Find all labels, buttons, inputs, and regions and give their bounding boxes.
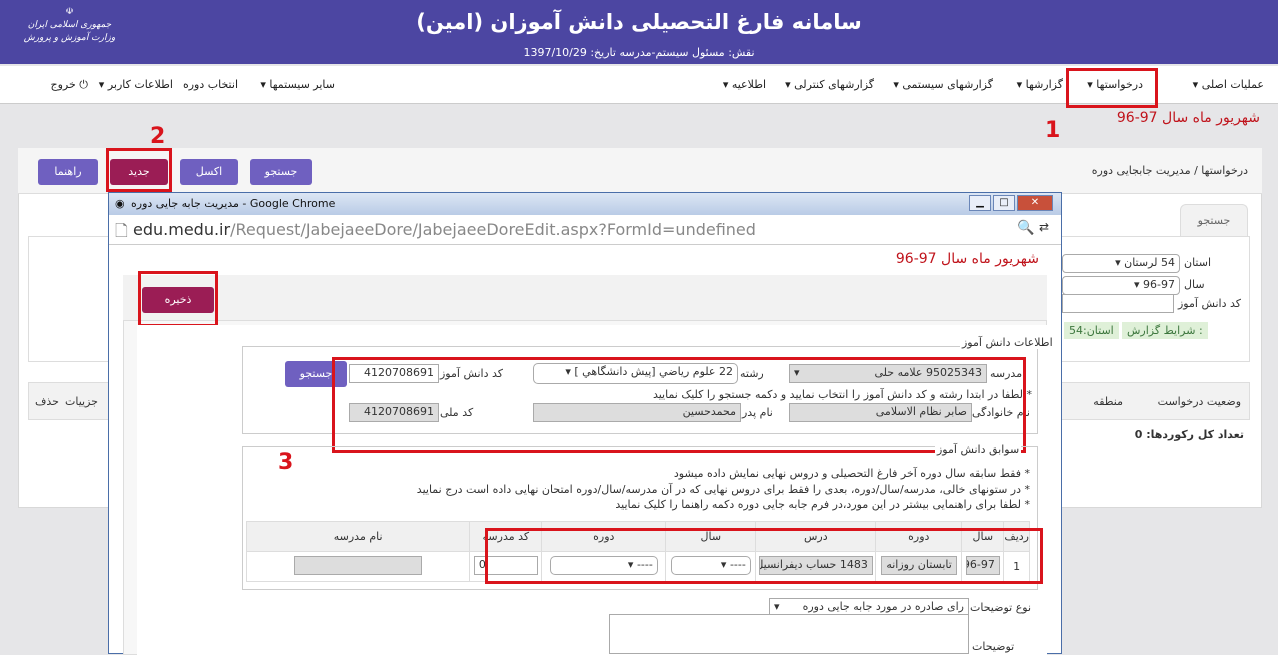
search-button[interactable]: جستجو	[250, 159, 312, 185]
major-label: رشته	[740, 367, 764, 380]
popup-titlebar[interactable]: ◉ مدیریت جابه جایی دوره - Google Chrome …	[109, 193, 1061, 215]
nav-reports[interactable]: گزارشها ▾	[1016, 78, 1063, 91]
student-hint: * لطفا در ابتدا رشته و کد دانش آموز را ا…	[652, 388, 1032, 401]
col-delete: حذف	[35, 395, 59, 408]
power-icon: ⏻	[79, 78, 88, 91]
history-fieldset	[242, 446, 1038, 590]
desc-type-select[interactable]: رای صادره در مورد جابه جایی دوره ▾	[769, 598, 969, 617]
table-header: ردیف سال دوره درس سال دوره کد مدرسه نام …	[245, 521, 1030, 552]
table-row: 1 96-97 تابستان روزانه 1483 حساب دیفرانس…	[245, 551, 1030, 582]
nav-user-info[interactable]: اطلاعات کاربر ▾	[98, 78, 173, 91]
breadcrumb: درخواستها / مدیریت جابجایی دوره	[1091, 164, 1248, 177]
student-info-fieldset	[242, 346, 1038, 434]
new-year-select[interactable]: ---- ▾	[670, 555, 751, 575]
col-status: وضعیت درخواست	[1157, 395, 1241, 408]
student-info-legend: اطلاعات دانش آموز	[960, 336, 1055, 349]
family-label: نام خانوادگی	[972, 406, 1030, 419]
highlight-1	[1066, 68, 1158, 108]
history-legend: سوابق دانش آموز	[935, 443, 1022, 456]
school-name-field	[294, 555, 423, 575]
desc-type-label: نوع توضیحات	[970, 601, 1032, 614]
province-select[interactable]: 54 لرستان ▾	[1062, 254, 1180, 273]
page-icon: 🗋	[115, 221, 128, 240]
nav-announcements[interactable]: اطلاعیه ▾	[722, 78, 766, 91]
province-label: استان	[1184, 256, 1212, 269]
history-table: ردیف سال دوره درس سال دوره کد مدرسه نام …	[245, 521, 1030, 582]
address-bar[interactable]: 🗋 edu.medu.ir/Request/JabejaeeDore/Jabej…	[109, 215, 1061, 245]
help-button[interactable]: راهنما	[38, 159, 98, 185]
annotation-2: 2	[150, 124, 166, 149]
annotation-1: 1	[1045, 118, 1061, 143]
nav-select-period[interactable]: انتخاب دوره	[182, 78, 238, 91]
family-field: صابر نظام الاسلامی	[789, 403, 972, 422]
ministry-logo: ☫ جمهوری اسلامی ایران وزارت آموزش و پرورش	[23, 7, 116, 43]
translate-icon[interactable]: ⇄	[1039, 220, 1050, 234]
col-region: منطقه	[1093, 395, 1123, 408]
school-select[interactable]: 95025343 علامه حلی ▾	[789, 364, 987, 383]
save-button[interactable]: ذخیره	[142, 287, 214, 313]
father-field: محمدحسین	[533, 403, 741, 422]
nav-main-ops[interactable]: عملیات اصلی ▾	[1192, 78, 1264, 91]
zoom-icon[interactable]: 🔍	[1017, 220, 1035, 236]
total-records: تعداد کل رکوردها: 0	[1134, 428, 1244, 441]
maximize-icon[interactable]: □	[993, 195, 1015, 211]
student-code-label: کد دانش آموز	[440, 367, 503, 380]
col-details: جزییات	[65, 395, 98, 408]
nav-control-reports[interactable]: گزارشهای کنترلی ▾	[785, 78, 874, 91]
student-code-input[interactable]: 4120708691	[349, 364, 439, 383]
popup-title: مدیریت جابه جایی دوره - Google Chrome	[131, 197, 336, 210]
nav-logout[interactable]: ⏻ خروج	[50, 78, 89, 91]
year-select[interactable]: 96-97 ▾	[1062, 276, 1180, 295]
chrome-icon: ◉	[115, 197, 125, 210]
history-note: * در ستونهای خالی، مدرسه/سال/دوره، بعدی …	[416, 483, 1030, 496]
student-code-label: کد دانش آموز	[1178, 297, 1241, 310]
history-note: * لطفا برای راهنمایی بیشتر در این مورد،د…	[615, 498, 1030, 511]
minimize-icon[interactable]: ▁	[969, 195, 991, 211]
highlight-save	[138, 271, 218, 327]
new-button[interactable]: جدید	[110, 159, 168, 185]
app-header: ☫ جمهوری اسلامی ایران وزارت آموزش و پرورش …	[0, 0, 1278, 64]
national-field: 4120708691	[349, 403, 439, 422]
history-note: * فقط سابقه سال دوره آخر فارغ التحصیلی و…	[673, 467, 1030, 480]
highlight-2	[106, 148, 172, 192]
major-select[interactable]: 22 علوم رياضي [پيش دانشگاهي ] ▾	[533, 363, 738, 384]
annotation-3: 3	[278, 450, 294, 475]
nav-system-reports[interactable]: گزارشهای سیستمی ▾	[893, 78, 993, 91]
close-icon[interactable]: ✕	[1017, 195, 1053, 211]
period-text: شهریور ماه سال 97-96	[1116, 110, 1260, 126]
excel-button[interactable]: اکسل	[180, 159, 238, 185]
highlight-table	[485, 528, 1043, 584]
tab-search[interactable]: جستجو	[1180, 204, 1248, 236]
school-code-input[interactable]: 0	[473, 555, 538, 575]
national-label: کد ملی	[440, 406, 474, 419]
popup-period: شهریور ماه سال 97-96	[895, 251, 1039, 267]
highlight-3	[332, 357, 1026, 453]
description-label: توضیحات	[972, 640, 1015, 653]
report-province: استان:54	[1064, 322, 1119, 339]
role-date: نقش: مسئول سیستم-مدرسه تاریخ: 1397/10/29	[523, 46, 755, 59]
app-title: سامانه فارغ التحصیلی دانش آموزان (امین)	[416, 10, 862, 34]
main-nav: عملیات اصلی ▾ درخواستها ▾ گزارشها ▾ گزار…	[0, 66, 1278, 104]
nav-other-systems[interactable]: سایر سیستمها ▾	[260, 78, 335, 91]
description-textarea[interactable]	[609, 614, 969, 654]
year-label: سال	[1184, 278, 1205, 291]
school-label: مدرسه	[990, 367, 1023, 380]
new-period-select[interactable]: ---- ▾	[549, 555, 658, 575]
nav-requests[interactable]: درخواستها ▾	[1087, 78, 1143, 91]
report-conditions: شرایط گزارش :	[1122, 322, 1208, 339]
student-code-input[interactable]	[1062, 294, 1174, 313]
student-search-button[interactable]: جستجو	[285, 361, 347, 387]
father-label: نام پدر	[742, 406, 773, 419]
